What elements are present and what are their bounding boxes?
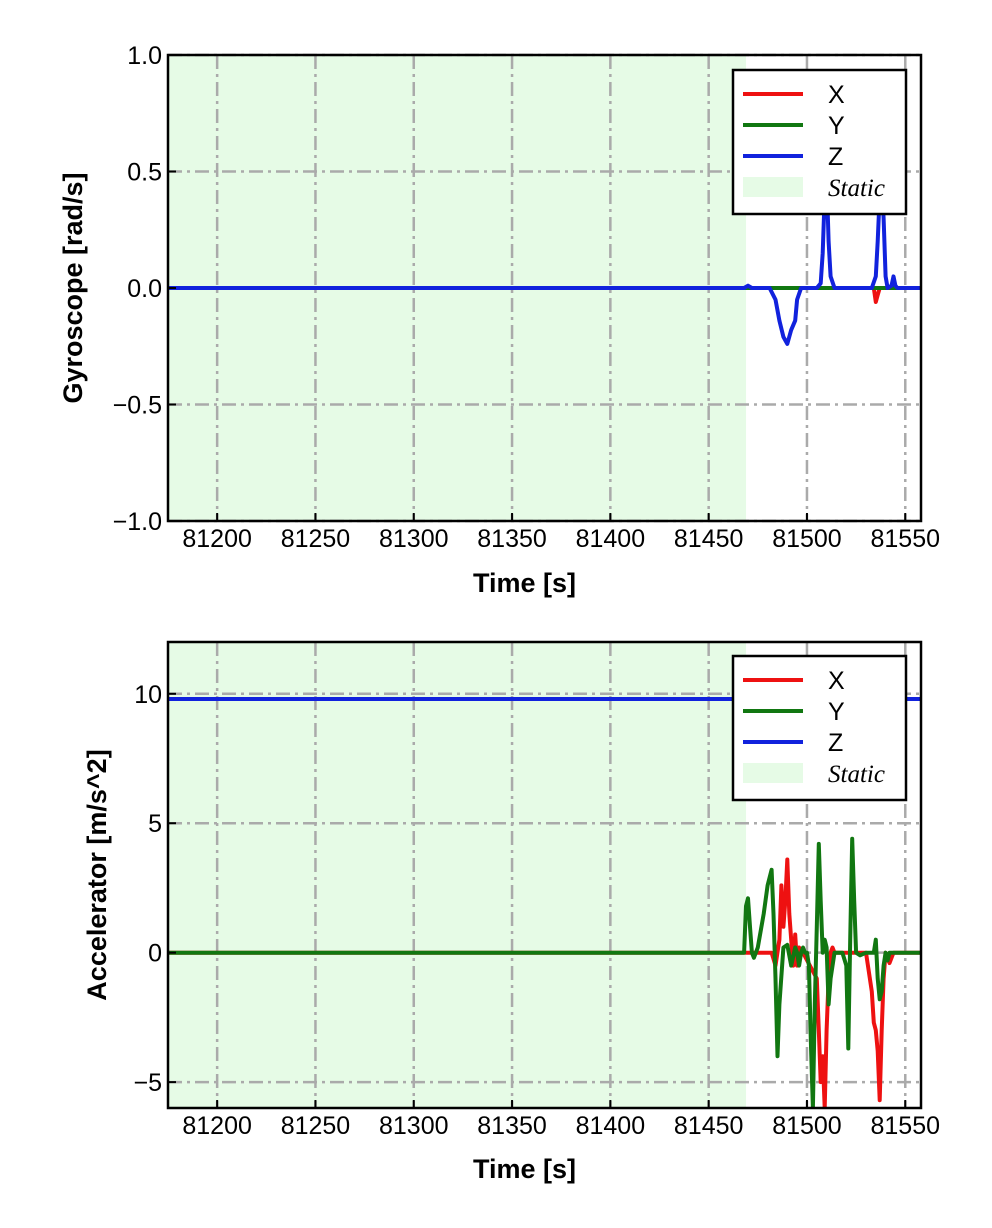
legend: XYZ Static <box>731 68 908 216</box>
legend-label-static: Static <box>828 175 885 202</box>
legend-label-x: X <box>828 81 845 109</box>
x-tick-label: 81350 <box>477 525 547 553</box>
y-tick-label: 0.0 <box>127 275 162 303</box>
series-line-x <box>168 857 921 1108</box>
x-axis-title: Time [s] <box>473 568 576 598</box>
x-tick-label: 81250 <box>281 1112 351 1140</box>
legend-swatch-static <box>743 763 803 783</box>
legend-label-static: Static <box>828 761 885 788</box>
y-tick-label: 10 <box>134 681 162 709</box>
x-tick-label: 81550 <box>871 525 941 553</box>
x-tick-label: 81500 <box>772 1112 842 1140</box>
x-tick-label: 81250 <box>281 525 351 553</box>
y-tick-label: 0 <box>148 940 162 968</box>
legend-label-z: Z <box>828 729 843 757</box>
legend-label-x: X <box>828 667 845 695</box>
plot-frame <box>166 640 923 1110</box>
x-tick-label: 81400 <box>576 525 646 553</box>
x-tick-label: 81500 <box>772 525 842 553</box>
x-tick-label: 81350 <box>477 1112 547 1140</box>
gyroscope-chart: 81200 81250 81300 81350 81400 81450 81500 81550… <box>58 42 940 598</box>
y-tick-label: −1.0 <box>113 508 162 536</box>
x-tick-label: 81450 <box>674 525 744 553</box>
y-tick-label: −0.5 <box>113 392 162 420</box>
y-tick-label: −5 <box>133 1069 162 1097</box>
static-region <box>168 642 747 1108</box>
x-axis-title: Time [s] <box>473 1154 576 1184</box>
legend-label-y: Y <box>828 112 845 140</box>
legend-label-y: Y <box>828 698 845 726</box>
x-tick-label: 81400 <box>576 1112 646 1140</box>
x-tick-label: 81200 <box>182 525 252 553</box>
x-tick-label: 81200 <box>182 1112 252 1140</box>
y-axis-title: Accelerator [m/s^2] <box>82 749 112 1000</box>
y-tick-label: 5 <box>148 810 162 838</box>
accelerometer-chart: 81200 81250 81300 81350 81400 81450 81500 81550… <box>82 640 941 1184</box>
legend: XYZ Static <box>731 654 908 802</box>
legend-swatch-static <box>743 177 803 197</box>
x-tick-label: 81550 <box>871 1112 941 1140</box>
y-tick-label: 1.0 <box>127 42 162 70</box>
x-tick-label: 81300 <box>379 525 449 553</box>
x-tick-label: 81300 <box>379 1112 449 1140</box>
series-line-y <box>168 836 921 1108</box>
y-tick-label: 0.5 <box>127 159 162 187</box>
x-tick-label: 81450 <box>674 1112 744 1140</box>
y-axis-title: Gyroscope [rad/s] <box>58 172 88 403</box>
legend-label-z: Z <box>828 143 843 171</box>
